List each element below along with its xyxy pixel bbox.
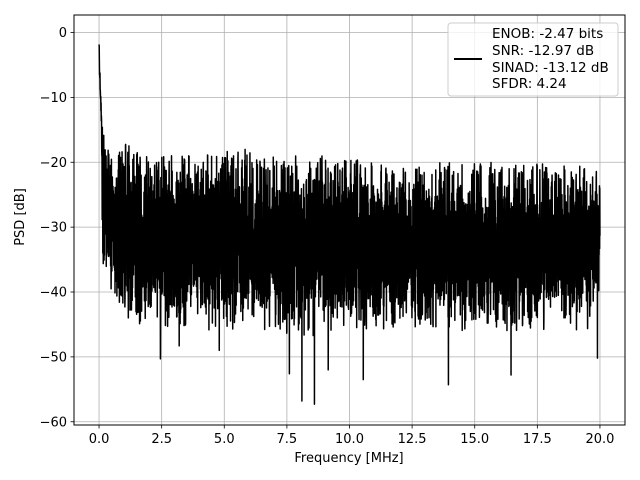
y-tick-label: −40 (40, 286, 67, 301)
y-tick-label: −10 (40, 91, 67, 106)
legend: ENOB: -2.47 bits SNR: -12.97 dB SINAD: -… (447, 22, 619, 97)
legend-snr: SNR: -12.97 dB (492, 43, 594, 59)
y-tick-label: −50 (40, 350, 67, 365)
legend-box (447, 22, 619, 97)
legend-sfdr: SFDR: 4.24 (492, 76, 567, 92)
y-tick-label: −20 (40, 156, 67, 171)
legend-enob: ENOB: -2.47 bits (492, 26, 603, 42)
y-tick-label: −30 (40, 221, 67, 236)
x-tick-label: 7.5 (277, 432, 298, 447)
y-axis-label: PSD [dB] (13, 188, 28, 246)
axis-ticks: 0.0 2.5 5.0 7.5 10.0 12.5 15.0 17.5 20.0 0 −10 −20 −… (40, 26, 615, 447)
x-tick-label: 12.5 (398, 432, 427, 447)
x-tick-label: 0.0 (89, 432, 110, 447)
x-axis-label: Frequency [MHz] (294, 451, 403, 466)
x-tick-label: 17.5 (523, 432, 552, 447)
x-tick-label: 20.0 (585, 432, 614, 447)
y-tick-label: 0 (59, 26, 67, 41)
psd-series-line (98, 44, 601, 405)
x-tick-label: 5.0 (214, 432, 235, 447)
legend-sinad: SINAD: -13.12 dB (492, 60, 609, 76)
x-tick-label: 2.5 (151, 432, 172, 447)
x-tick-label: 15.0 (460, 432, 489, 447)
x-tick-label: 10.0 (335, 432, 364, 447)
y-tick-label: −60 (40, 415, 67, 430)
series-layer (98, 44, 601, 405)
